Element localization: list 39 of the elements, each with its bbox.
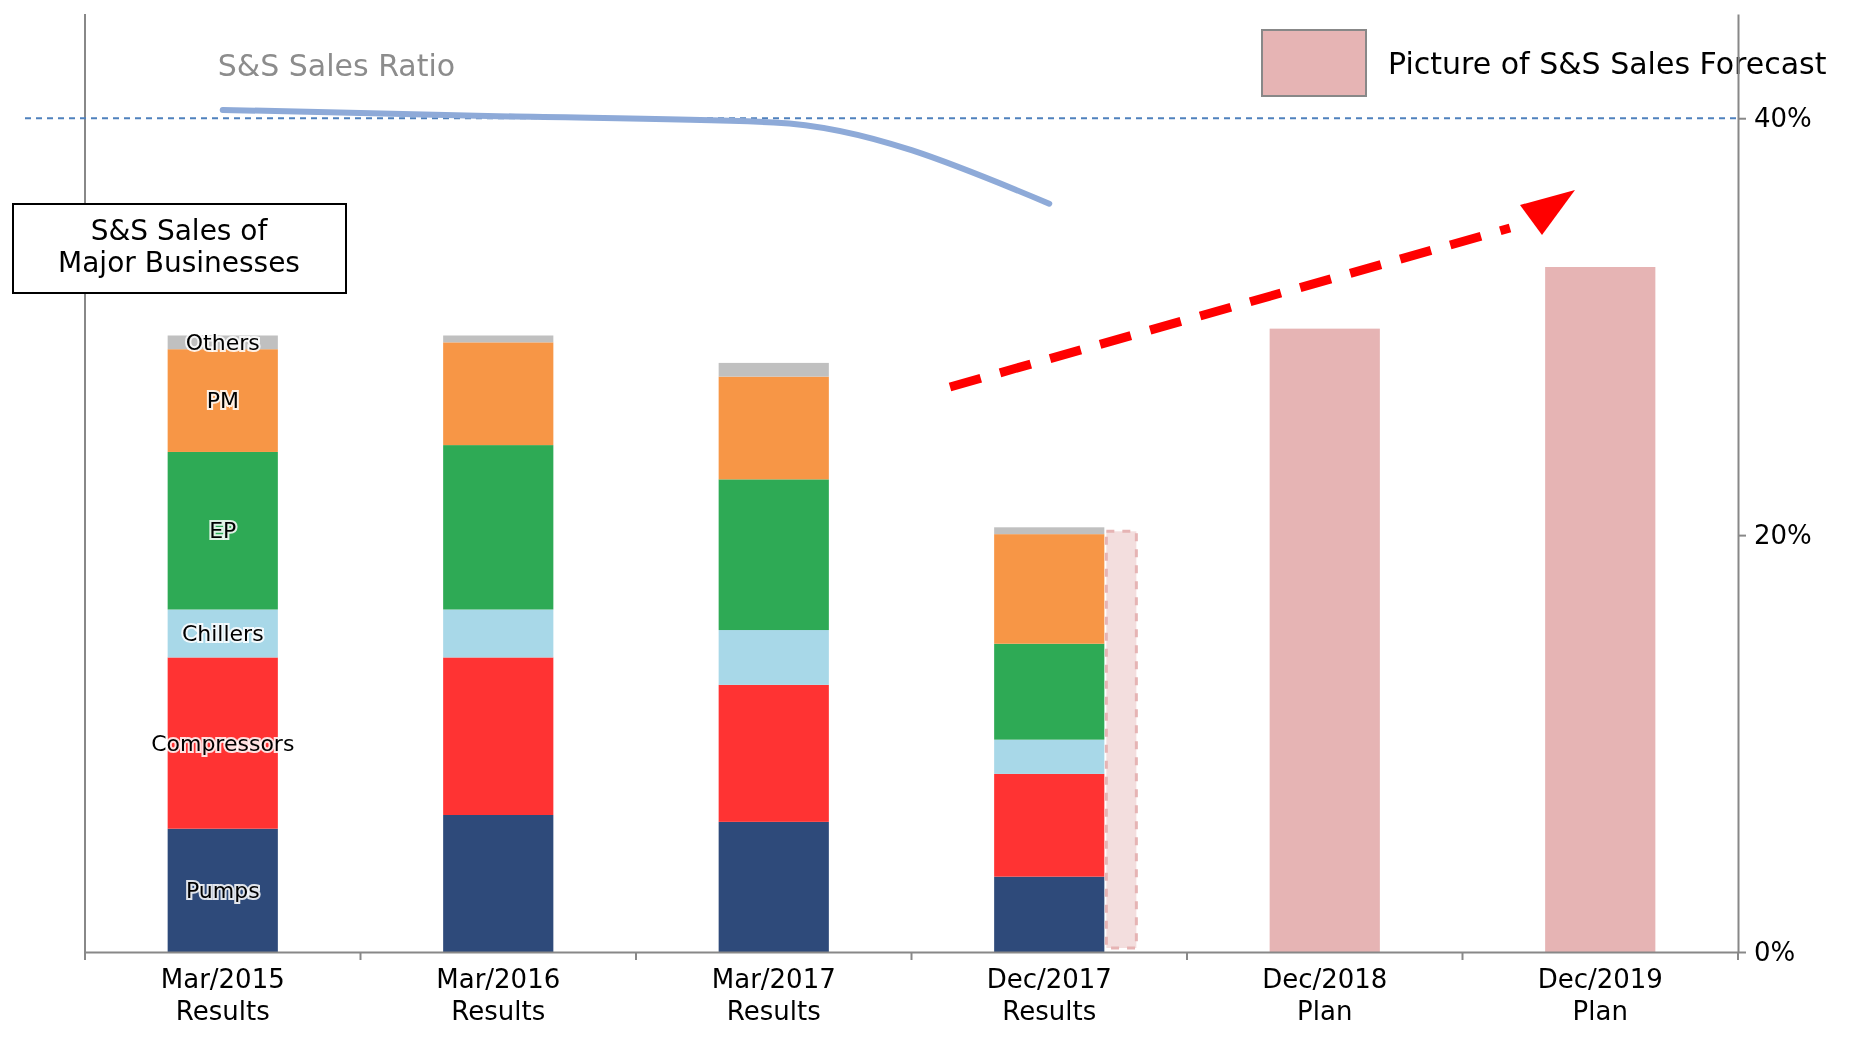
bar bbox=[443, 342, 554, 446]
bar bbox=[443, 445, 554, 610]
bar bbox=[994, 739, 1105, 774]
bar bbox=[167, 828, 278, 952]
bar bbox=[443, 657, 554, 815]
x-tick-label: Mar/2015 Results bbox=[160, 964, 285, 1026]
bar bbox=[718, 362, 829, 377]
bar bbox=[718, 479, 829, 631]
x-tick-label: Dec/2017 Results bbox=[986, 964, 1112, 1026]
y-axis-title: S&S Sales of Major Businesses bbox=[58, 214, 300, 280]
bar bbox=[994, 643, 1105, 740]
x-tick-label: Dec/2019 Plan bbox=[1537, 964, 1663, 1026]
bar bbox=[443, 609, 554, 658]
series-label: S&S Sales Ratio bbox=[217, 47, 456, 83]
x-tick-label: Mar/2017 Results bbox=[711, 964, 836, 1026]
bar bbox=[167, 451, 278, 610]
y-tick-label: 0% bbox=[1754, 936, 1796, 967]
bar bbox=[718, 376, 829, 480]
series-label: Pumps bbox=[185, 878, 260, 904]
bar bbox=[994, 876, 1105, 952]
series-label: EP bbox=[209, 518, 237, 544]
bar bbox=[443, 815, 554, 952]
bar bbox=[1269, 328, 1380, 952]
bar bbox=[994, 534, 1105, 644]
series-label: PM bbox=[206, 388, 239, 414]
bar bbox=[167, 349, 278, 452]
bar bbox=[994, 527, 1105, 535]
bar bbox=[718, 821, 829, 952]
y-tick-label: 40% bbox=[1754, 103, 1812, 134]
bar bbox=[718, 684, 829, 822]
x-tick-label: Dec/2018 Plan bbox=[1262, 964, 1388, 1026]
series-label: Chillers bbox=[181, 621, 264, 647]
bar bbox=[718, 630, 829, 685]
bar bbox=[1545, 267, 1656, 952]
x-tick-label: Mar/2016 Results bbox=[436, 964, 561, 1026]
series-label: Others bbox=[185, 330, 260, 356]
bar bbox=[994, 773, 1105, 877]
y-tick-label: 20% bbox=[1754, 519, 1812, 550]
legend-label: Picture of S&S Sales Forecast bbox=[1388, 45, 1827, 81]
